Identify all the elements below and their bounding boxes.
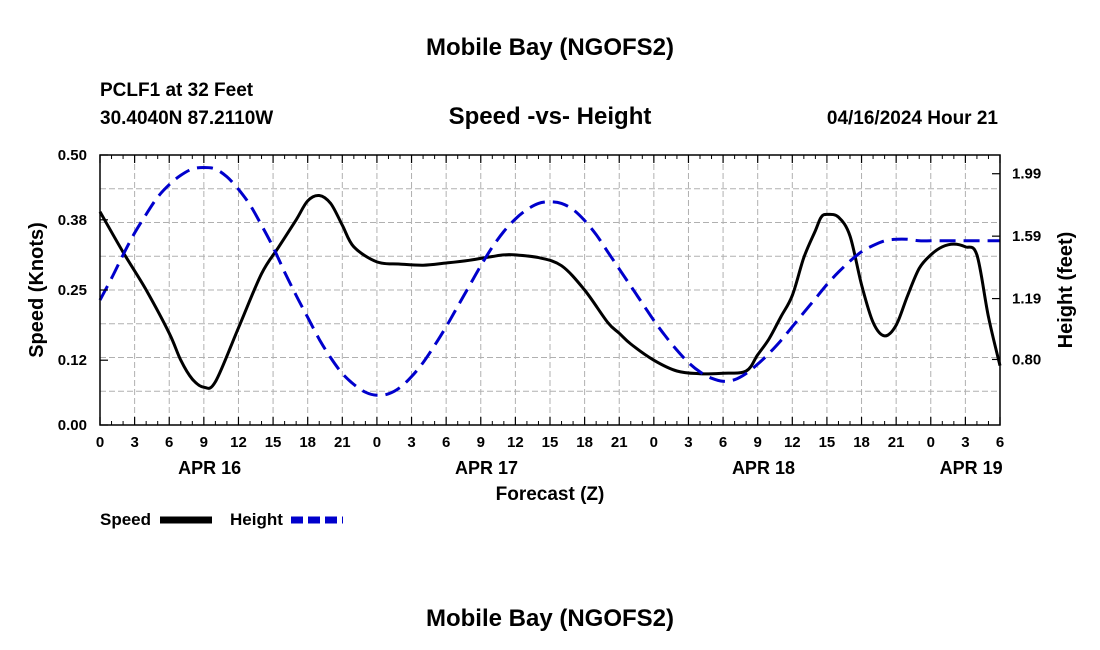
x-tick-label: 0 [650,434,658,451]
x-tick-label: 6 [996,434,1004,451]
x-tick-label: 0 [373,434,381,451]
x-tick-label: 6 [442,434,450,451]
x-tick-label: 21 [611,434,628,451]
x-tick-label: 15 [542,434,559,451]
x-tick-label: 0 [927,434,935,451]
x-tick-label: 12 [507,434,524,451]
y-left-tick-label: 0.50 [58,147,87,164]
x-tick-label: 0 [96,434,104,451]
x-tick-label: 12 [784,434,801,451]
x-tick-label: 6 [165,434,173,451]
y-right-tick-label: 1.19 [1012,291,1041,308]
axis-ticks [99,154,1001,426]
speed-series-line [98,193,1002,390]
x-date-label: APR 19 [940,458,1003,478]
x-tick-label: 12 [230,434,247,451]
x-tick-label: 9 [200,434,208,451]
x-tick-label: 15 [265,434,282,451]
x-axis-title: Forecast (Z) [496,484,605,505]
station-label: PCLF1 at 32 Feet [100,80,254,101]
x-tick-label: 18 [299,434,316,451]
x-date-label: APR 18 [732,458,795,478]
y-left-tick-label: 0.12 [58,352,87,369]
y-axis-right-title: Height (feet) [1055,232,1077,349]
coordinates-label: 30.4040N 87.2110W [100,108,273,129]
x-tick-label: 3 [961,434,969,451]
height-series-line [98,166,1000,397]
legend-speed-label: Speed [100,510,151,529]
x-tick-label: 18 [853,434,870,451]
x-tick-label: 9 [477,434,485,451]
y-right-tick-label: 1.59 [1012,228,1041,245]
x-tick-label: 15 [819,434,836,451]
x-tick-label: 21 [888,434,905,451]
y-right-tick-label: 1.99 [1012,166,1041,183]
grid-lines [100,155,1000,425]
y-right-tick-label: 0.80 [1012,351,1041,368]
y-left-tick-label: 0.38 [58,212,87,229]
x-tick-label: 3 [130,434,138,451]
main-title-bottom: Mobile Bay (NGOFS2) [426,605,674,632]
x-tick-label: 9 [754,434,762,451]
chart-title: Speed -vs- Height [449,103,652,130]
main-title-top: Mobile Bay (NGOFS2) [426,34,674,61]
legend-height-label: Height [230,510,283,529]
x-tick-label: 3 [684,434,692,451]
x-tick-label: 21 [334,434,351,451]
x-tick-label: 18 [576,434,593,451]
forecast-datetime: 04/16/2024 Hour 21 [827,108,999,129]
y-axis-left-title: Speed (Knots) [26,222,48,358]
x-date-label: APR 17 [455,458,518,478]
y-left-tick-label: 0.25 [58,282,87,299]
legend: Speed Height [100,510,343,529]
y-left-tick-label: 0.00 [58,417,87,434]
x-date-label: APR 16 [178,458,241,478]
x-tick-label: 3 [407,434,415,451]
series-layer [98,166,1002,397]
x-tick-label: 6 [719,434,727,451]
axis-tick-labels: 0 3 6 9 12 15 18 21 0 3 6 9 12 15 18 21 0 3 6 9 12 15 18 21 0 3 6A… [58,147,1041,478]
